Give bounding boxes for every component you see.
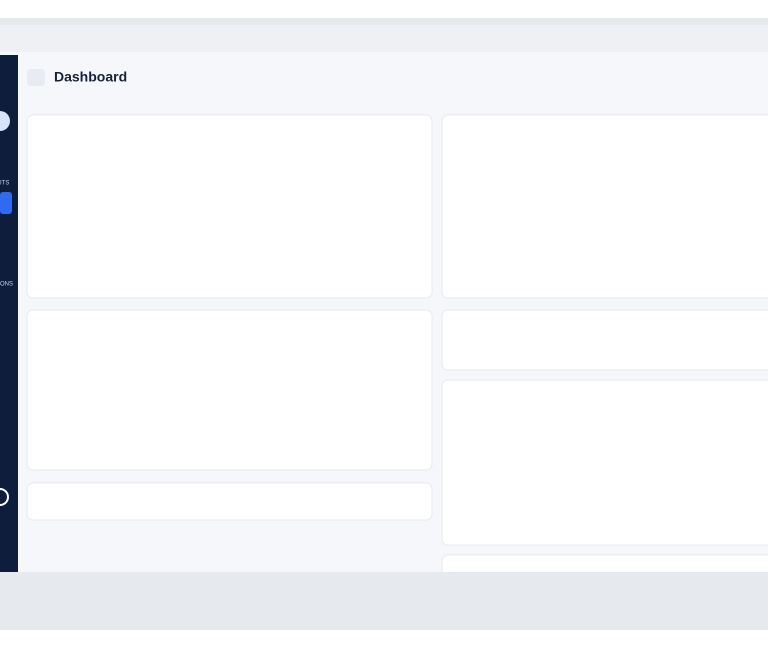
card xyxy=(26,482,433,521)
cards xyxy=(0,114,768,612)
card xyxy=(26,114,433,299)
frame-bottom xyxy=(0,572,768,612)
sidebar-avatar xyxy=(0,111,10,131)
page-title: Dashboard xyxy=(54,69,127,85)
sidebar-label: ITS xyxy=(0,181,9,187)
card xyxy=(441,309,768,371)
card xyxy=(441,114,768,299)
sidebar-active-item[interactable] xyxy=(0,192,12,214)
header-icon xyxy=(27,69,45,86)
sidebar-label: ONS xyxy=(0,282,13,288)
sidebar-profile[interactable] xyxy=(0,488,9,506)
sidebar xyxy=(0,55,18,572)
card xyxy=(441,379,768,546)
card xyxy=(26,309,433,471)
